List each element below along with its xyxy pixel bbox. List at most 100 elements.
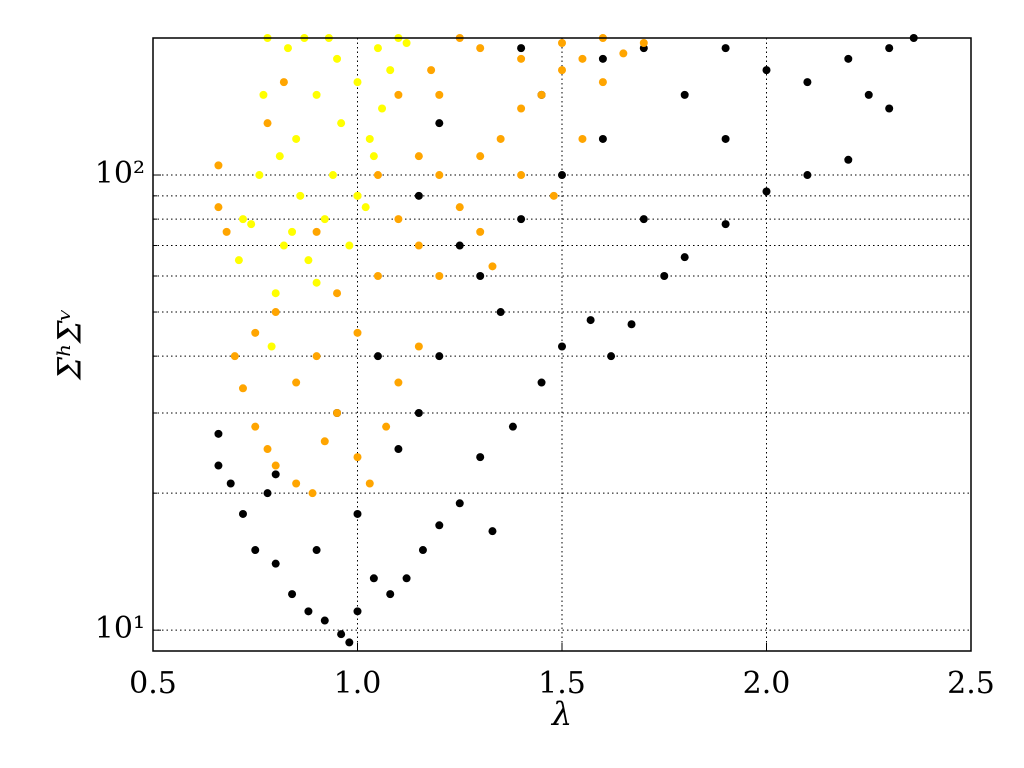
scatter-point	[619, 49, 628, 58]
scatter-point	[488, 262, 497, 271]
scatter-point	[353, 191, 362, 200]
scatter-point	[251, 422, 260, 431]
scatter-point	[864, 90, 873, 99]
x-tick-label: 0.5	[129, 666, 177, 701]
scatter-point	[353, 453, 362, 462]
scatter-point	[435, 271, 444, 280]
scatter-point	[762, 187, 771, 196]
scatter-point	[803, 171, 812, 180]
scatter-point	[369, 152, 378, 161]
scatter-point	[414, 241, 423, 250]
scatter-point	[373, 44, 382, 53]
scatter-point	[320, 437, 329, 446]
scatter-point	[279, 241, 288, 250]
scatter-point	[353, 328, 362, 337]
scatter-point	[312, 546, 321, 555]
scatter-point	[275, 152, 284, 161]
y-axis-label: ΣʰΣᵛ	[51, 308, 89, 380]
scatter-point	[353, 78, 362, 87]
scatter-point	[721, 134, 730, 143]
y-tick-label: 10²	[95, 156, 145, 191]
scatter-point	[394, 445, 403, 454]
scatter-point	[230, 352, 239, 361]
scatter-point	[476, 453, 485, 462]
scatter-point	[721, 44, 730, 53]
scatter-point	[885, 104, 894, 113]
scatter-point	[394, 215, 403, 224]
y-tick-label: 10¹	[95, 611, 145, 646]
scatter-point	[517, 44, 526, 53]
scatter-point	[373, 171, 382, 180]
scatter-point	[247, 220, 256, 229]
scatter-point	[226, 479, 235, 488]
x-tick-label: 2.0	[743, 666, 791, 701]
scatter-point	[312, 352, 321, 361]
scatter-point	[496, 308, 505, 317]
scatter-point	[292, 479, 301, 488]
scatter-point	[259, 90, 268, 99]
scatter-point	[885, 44, 894, 53]
scatter-point	[578, 54, 587, 63]
scatter-point	[414, 342, 423, 351]
scatter-point	[251, 546, 260, 555]
scatter-point	[271, 470, 280, 479]
scatter-point	[288, 590, 297, 599]
scatter-point	[304, 607, 313, 616]
scatter-point	[517, 215, 526, 224]
scatter-point	[488, 527, 497, 536]
scatter-point	[762, 66, 771, 75]
scatter-point	[263, 489, 272, 498]
scatter-point	[312, 227, 321, 236]
scatter-point	[214, 203, 223, 212]
scatter-point	[680, 253, 689, 262]
scatter-point	[328, 171, 337, 180]
x-tick-label: 1.0	[334, 666, 382, 701]
scatter-point	[476, 44, 485, 53]
scatter-point	[414, 152, 423, 161]
scatter-point	[517, 104, 526, 113]
scatter-point	[238, 215, 247, 224]
scatter-point	[333, 54, 342, 63]
scatter-point	[476, 227, 485, 236]
scatter-point	[373, 271, 382, 280]
scatter-point	[435, 171, 444, 180]
scatter-point	[386, 66, 395, 75]
scatter-point	[660, 271, 669, 280]
scatter-point	[214, 161, 223, 170]
scatter-point	[476, 271, 485, 280]
scatter-point	[214, 461, 223, 470]
x-axis-label: λ	[550, 695, 572, 733]
scatter-point	[267, 342, 276, 351]
scatter-point	[598, 134, 607, 143]
scatter-point	[578, 134, 587, 143]
scatter-point	[435, 119, 444, 128]
scatter-point	[558, 171, 566, 180]
scatter-point	[414, 191, 423, 200]
scatter-point	[365, 134, 374, 143]
scatter-point	[304, 256, 313, 265]
scatter-point	[222, 227, 231, 236]
scatter-point	[271, 559, 280, 568]
scatter-point	[402, 574, 411, 583]
scatter-point	[353, 607, 362, 616]
scatter-point	[598, 54, 607, 63]
scatter-point	[345, 638, 354, 647]
scatter-point	[508, 422, 517, 431]
scatter-point	[337, 119, 346, 128]
scatter-point	[517, 171, 526, 180]
scatter-point	[234, 256, 243, 265]
scatter-point	[402, 39, 411, 48]
scatter-point	[337, 630, 346, 639]
scatter-point	[386, 590, 395, 599]
scatter-point	[255, 171, 264, 180]
scatter-point	[394, 378, 403, 387]
plot-marks	[214, 34, 918, 647]
scatter-point	[292, 134, 301, 143]
scatter-point	[369, 574, 378, 583]
scatter-point	[320, 616, 329, 625]
scatter-point	[549, 191, 558, 200]
scatter-point	[435, 90, 444, 99]
scatter-point	[312, 278, 321, 287]
scatter-point	[292, 378, 301, 387]
